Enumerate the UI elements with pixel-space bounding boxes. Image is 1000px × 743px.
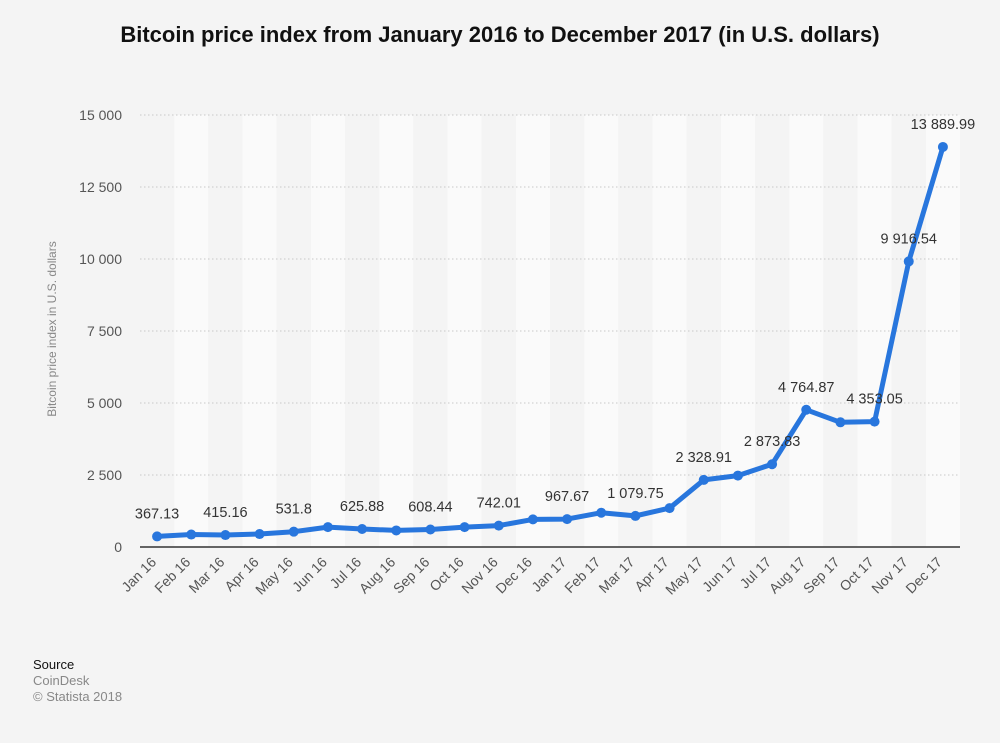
column-band	[789, 115, 824, 547]
copyright: © Statista 2018	[33, 689, 123, 704]
y-tick-label: 0	[114, 539, 122, 555]
column-band	[720, 115, 755, 547]
x-tick-label: Aug 16	[356, 554, 399, 597]
series-line	[154, 144, 946, 539]
data-point	[288, 526, 299, 537]
data-label: 608.44	[408, 499, 452, 515]
x-tick-label: Jan 17	[528, 554, 569, 595]
data-label: 531.8	[276, 502, 312, 518]
data-point	[732, 470, 743, 481]
data-point	[596, 507, 607, 518]
source-block: Source CoinDesk © Statista 2018	[33, 657, 122, 705]
data-point	[254, 529, 265, 540]
data-label: 2 328.91	[676, 450, 732, 466]
x-tick-label: Jan 16	[118, 554, 159, 595]
x-tick-label: Nov 17	[868, 554, 911, 597]
x-tick-label: Jun 16	[289, 554, 330, 595]
data-point	[767, 459, 778, 470]
source-name: CoinDesk	[33, 673, 90, 688]
data-label: 1 079.75	[607, 486, 663, 502]
data-label: 4 764.87	[778, 380, 834, 396]
x-tick-label: Mar 16	[185, 554, 227, 596]
data-label: 2 873.83	[744, 434, 800, 450]
data-point	[698, 474, 709, 485]
data-label: 367.13	[135, 506, 179, 522]
data-point	[527, 514, 538, 525]
x-tick-label: Dec 16	[492, 554, 535, 597]
data-point	[152, 531, 163, 542]
x-tick-label: Dec 17	[902, 554, 945, 597]
column-band	[242, 115, 277, 547]
data-point	[186, 529, 197, 540]
column-band	[618, 115, 653, 547]
data-label: 4 353.05	[846, 392, 902, 408]
data-point	[391, 525, 402, 536]
y-axis-ticks: 0 2 500 5 000 7 500 10 000 12 500 15 000	[79, 107, 122, 555]
data-point	[903, 256, 914, 267]
x-tick-label: Nov 16	[458, 554, 501, 597]
data-point	[459, 522, 470, 533]
y-tick-label: 12 500	[79, 179, 122, 195]
x-tick-label: Aug 17	[766, 554, 809, 597]
gridlines	[140, 114, 960, 476]
data-point	[801, 404, 812, 415]
y-tick-label: 5 000	[87, 395, 122, 411]
column-band	[174, 115, 209, 547]
data-point	[869, 416, 880, 427]
x-tick-label: Feb 16	[151, 554, 193, 596]
column-band	[413, 115, 448, 547]
x-tick-label: Mar 17	[595, 554, 637, 596]
x-tick-label: Sep 17	[800, 554, 843, 597]
column-band	[550, 115, 585, 547]
source-label: Source	[33, 657, 75, 672]
x-tick-label: Jun 17	[699, 554, 740, 595]
data-point	[220, 530, 231, 541]
x-tick-label: May 17	[662, 554, 706, 598]
data-point	[562, 514, 573, 525]
data-point	[937, 141, 948, 152]
data-label: 967.67	[545, 489, 589, 505]
column-band	[481, 115, 516, 547]
data-point	[322, 522, 333, 533]
data-point	[425, 524, 436, 535]
column-band	[345, 115, 380, 547]
y-tick-label: 15 000	[79, 107, 122, 123]
y-tick-label: 10 000	[79, 251, 122, 267]
data-point	[357, 523, 368, 534]
column-band	[652, 115, 687, 547]
data-labels: 367.13 415.16 531.8 625.88 608.44 742.01 967.6…	[135, 117, 975, 522]
data-label: 415.16	[203, 505, 247, 521]
data-points	[152, 141, 948, 542]
data-point	[630, 510, 641, 521]
data-point	[493, 520, 504, 531]
chart-title: Bitcoin price index from January 2016 to…	[120, 22, 880, 47]
column-band	[857, 115, 892, 547]
data-label: 13 889.99	[911, 117, 976, 133]
column-band	[310, 115, 345, 547]
x-tick-label: May 16	[252, 554, 296, 598]
x-tick-label: Feb 17	[561, 554, 603, 596]
data-point	[664, 503, 675, 514]
data-label: 9 916.54	[881, 231, 937, 247]
data-label: 742.01	[477, 496, 521, 512]
x-tick-label: Sep 16	[390, 554, 433, 597]
data-point	[835, 417, 846, 428]
y-tick-label: 7 500	[87, 323, 122, 339]
y-axis-title: Bitcoin price index in U.S. dollars	[45, 241, 59, 416]
y-tick-label: 2 500	[87, 467, 122, 483]
column-band	[276, 115, 311, 547]
data-label: 625.88	[340, 499, 384, 515]
